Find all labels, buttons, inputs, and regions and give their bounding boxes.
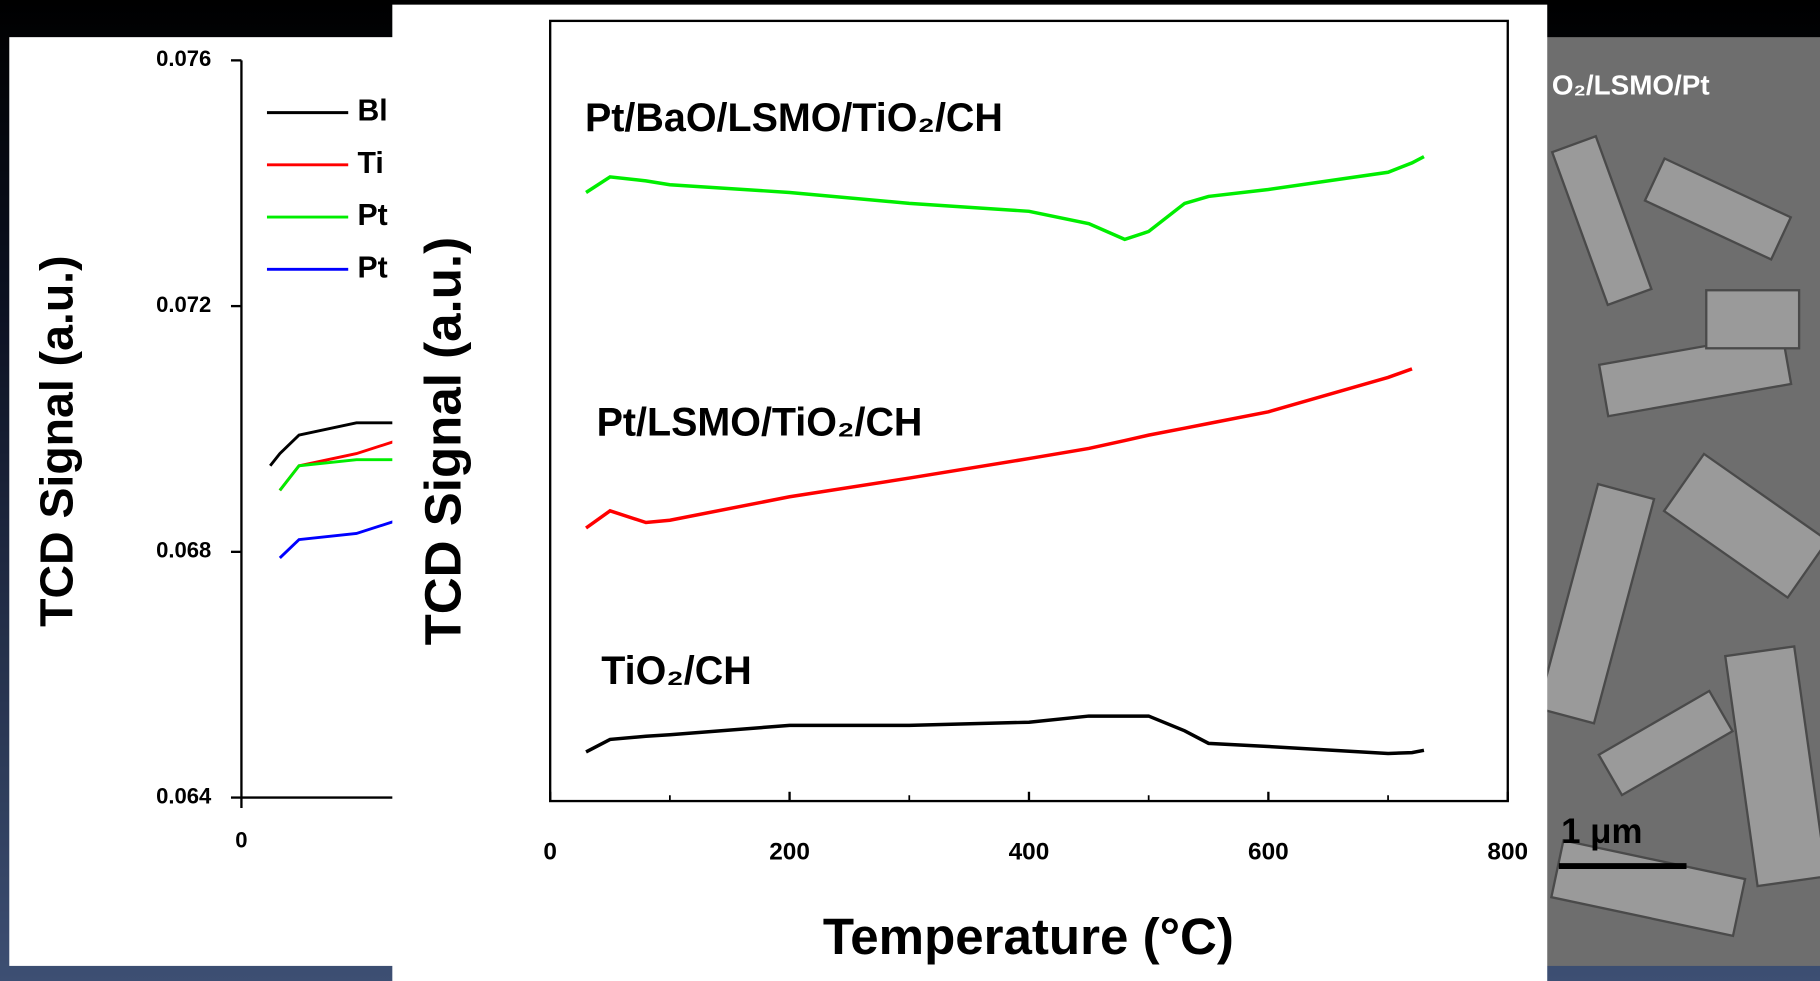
sem-texture — [1536, 134, 1820, 938]
y-tick-label: 0.064 — [156, 783, 212, 808]
y-tick-label: 0.076 — [156, 46, 211, 71]
x-tick-label: 200 — [769, 839, 810, 866]
front-chart: TCD Signal (a.u.) Temperature (°C) 0 200 4… — [392, 4, 1548, 981]
x-tick-label: 0 — [235, 828, 247, 853]
x-tick-label: 800 — [1487, 839, 1528, 866]
series-line — [278, 519, 396, 559]
y-axis-label: TCD Signal (a.u.) — [31, 255, 83, 626]
y-tick-label: 0.072 — [156, 292, 211, 317]
front-panel — [392, 4, 1548, 981]
x-tick-label: 600 — [1248, 839, 1289, 866]
sem-panel: O₂/LSMO/Pt 1 μm — [1508, 37, 1820, 966]
y-tick-label: 0.068 — [156, 538, 211, 563]
y-axis-label: TCD Signal (a.u.) — [414, 237, 471, 646]
back-panel — [9, 37, 404, 966]
legend-label: Ti — [358, 147, 384, 180]
series-line — [269, 421, 395, 467]
legend-label: Pt — [358, 251, 388, 284]
series-line — [585, 367, 1413, 530]
series-line — [585, 155, 1425, 242]
sem-label: O₂/LSMO/Pt — [1552, 69, 1710, 100]
series-line — [278, 458, 395, 492]
series-label: Pt/LSMO/TiO₂/CH — [597, 400, 923, 444]
series-line — [585, 714, 1425, 756]
x-axis-label: Temperature (°C) — [823, 908, 1234, 965]
legend-label: Pt — [358, 199, 388, 232]
series-label: TiO₂/CH — [601, 649, 752, 693]
scale-bar-label: 1 μm — [1561, 812, 1642, 851]
series-label: Pt/BaO/LSMO/TiO₂/CH — [585, 96, 1003, 140]
x-tick-label: 0 — [543, 839, 557, 866]
back-chart: TCD Signal (a.u.) 0.064 0.068 0.072 0.076 0 B… — [9, 37, 404, 966]
x-tick-label: 400 — [1009, 839, 1050, 866]
legend-label: Bl — [358, 95, 388, 128]
